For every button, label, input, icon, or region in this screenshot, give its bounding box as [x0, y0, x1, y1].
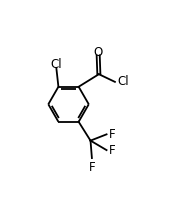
- Text: F: F: [109, 128, 116, 141]
- Text: O: O: [94, 46, 103, 59]
- Text: F: F: [109, 144, 116, 157]
- Text: Cl: Cl: [117, 75, 129, 88]
- Text: Cl: Cl: [51, 58, 62, 71]
- Text: F: F: [89, 161, 95, 174]
